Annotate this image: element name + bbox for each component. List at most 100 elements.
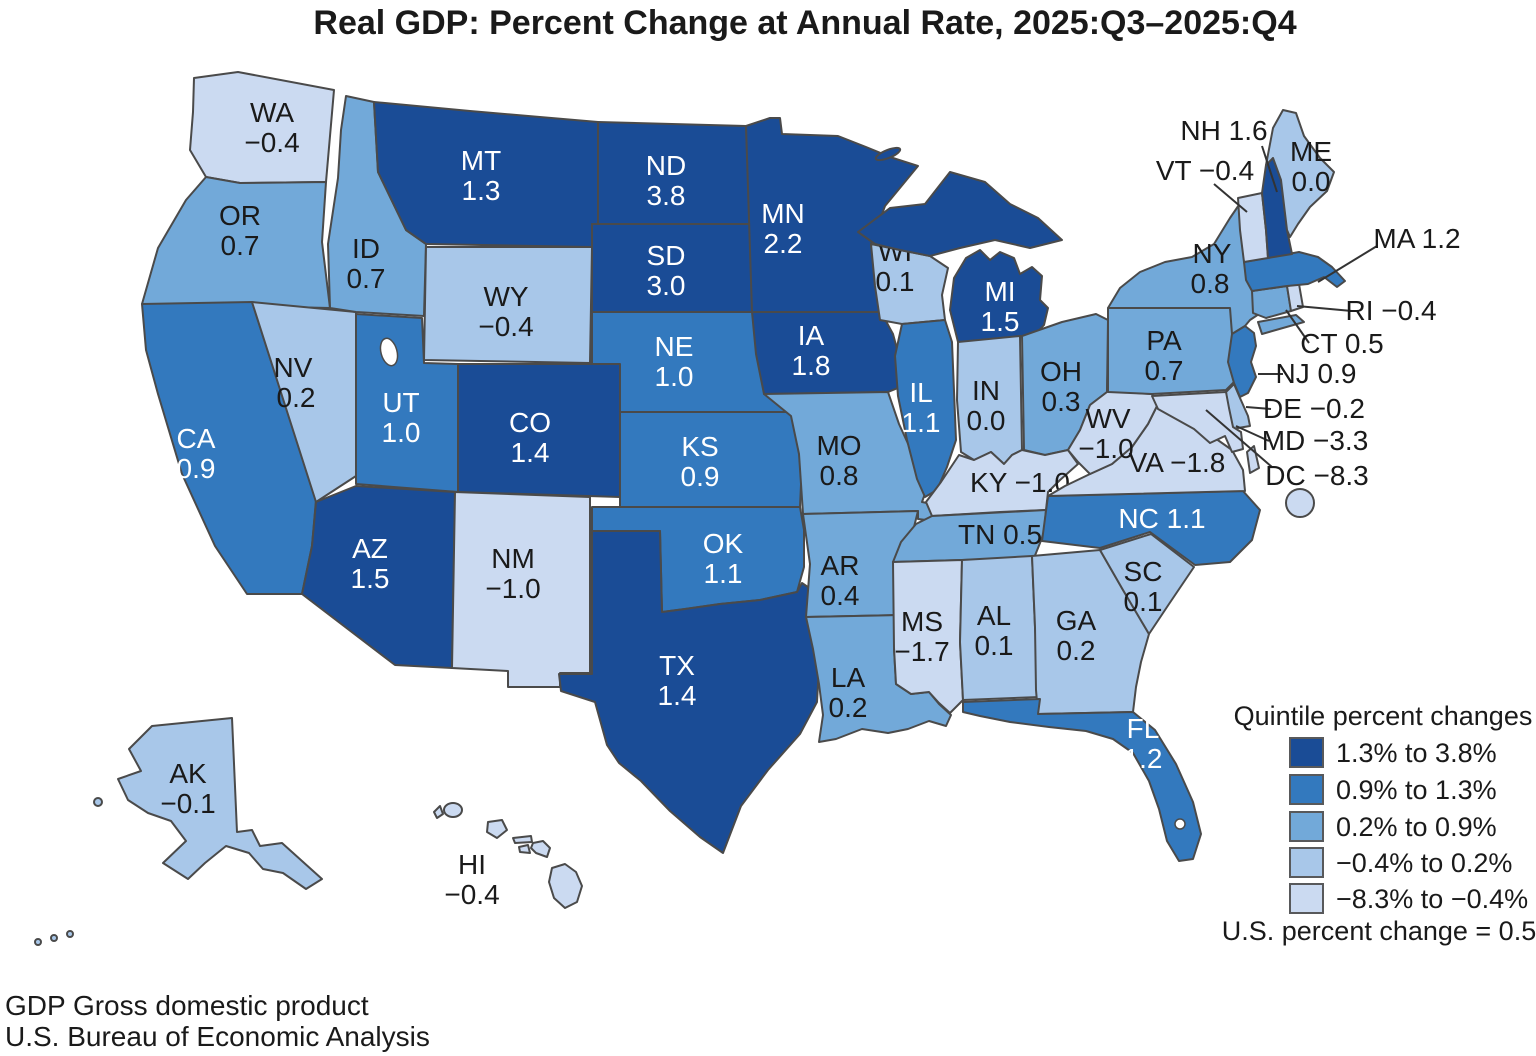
state-SC-shape [1099,533,1195,635]
state-IA-shape [751,311,904,395]
callout-line-MD [1235,425,1270,442]
callout-line-RI [1296,305,1353,312]
callout-NH: NH 1.6 [1180,115,1267,146]
callout-MA: MA 1.2 [1373,223,1460,254]
callout-RI: RI −0.4 [1345,295,1436,326]
state-MS: MS −1.7 [892,559,964,714]
state-OR: OR 0.7 [141,176,331,309]
callout-line-MA [1317,245,1378,283]
state-WY: WY −0.4 [423,246,593,364]
legend-label-q2: 0.9% to 1.3% [1336,775,1497,805]
callout-line-NH [1261,145,1278,193]
state-WA-shape [189,71,335,184]
hi-island-lanai [518,844,531,854]
ak-island [93,797,103,807]
state-PA-shape [1107,307,1243,395]
state-KS: KS 0.9 [619,411,803,508]
state-WY-shape [423,246,593,364]
state-PA: PA 0.7 [1107,307,1243,395]
state-IN: IN 0.0 [956,335,1023,465]
state-HI-abbr: HI [458,849,486,880]
state-MD-shape [1151,391,1244,453]
dc-marker-circle [1285,488,1315,518]
footer-source: U.S. Bureau of Economic Analysis [5,1021,430,1052]
state-AZ: AZ 1.5 [301,485,456,669]
legend-title: Quintile percent changes [1234,701,1533,731]
state-AK: AK −0.1 [34,717,323,946]
callout-line-DE [1245,406,1272,410]
state-NJ-shape [1227,325,1257,398]
state-IA: IA 1.8 [751,311,904,395]
legend-label-q1: 1.3% to 3.8% [1336,738,1497,768]
state-NJ [1227,325,1257,398]
legend-label-q5: −8.3% to −0.4% [1336,884,1528,914]
callout-line-DC [1205,409,1273,468]
state-NM: NM −1.0 [451,491,591,688]
callout-line-CT [1285,309,1310,344]
state-AL: AL 0.1 [959,555,1041,701]
footer: GDP Gross domestic product U.S. Bureau o… [5,990,430,1052]
state-AL-shape [959,555,1041,701]
state-NM-shape [451,491,591,688]
state-KS-shape [619,411,803,508]
state-MA [1243,251,1346,292]
legend-label-q4: −0.4% to 0.2% [1336,848,1512,878]
legend-swatch-q2 [1289,774,1324,805]
hi-island-molokai [512,835,533,844]
state-MT: MT 1.3 [373,101,599,248]
state-AK-shape [117,717,323,890]
state-MD [1151,391,1244,453]
state-ND-shape [597,121,751,225]
state-IN-shape [956,335,1023,465]
state-FL-shape [962,698,1202,862]
page-title: Real GDP: Percent Change at Annual Rate,… [313,4,1296,42]
state-IL-shape [894,319,957,498]
legend-swatch-q1 [1289,737,1324,768]
callout-VT: VT −0.4 [1156,155,1254,186]
callout-line-VT [1213,183,1248,213]
hi-island-maui [530,840,551,858]
state-MS-shape [892,559,964,714]
hi-island-oahu [486,819,508,839]
aleutian-island [66,930,74,938]
callout-labels: NH 1.6 VT −0.4 MA 1.2 RI −0.4 CT 0.5 NJ … [1156,115,1461,491]
legend: Quintile percent changes 1.3% to 3.8% 0.… [1222,701,1536,946]
state-MT-shape [373,101,599,248]
legend-us-note: U.S. percent change = 0.5% [1222,916,1536,946]
legend-swatch-q4 [1289,847,1324,878]
state-WA: WA −0.4 [189,71,335,184]
callout-DE: DE −0.2 [1263,393,1365,424]
state-OR-shape [141,176,331,309]
lake-okeechobee [1174,818,1186,830]
callout-lines [1205,145,1378,468]
state-CO-shape [457,363,621,498]
footer-gdp-note: GDP Gross domestic product [5,990,369,1021]
isle-royale [874,146,902,162]
legend-label-q3: 0.2% to 0.9% [1336,812,1497,842]
state-ME-shape [1265,109,1335,238]
state-AZ-shape [301,485,456,669]
state-ND: ND 3.8 [597,121,751,225]
state-WI-shape [870,243,949,325]
aleutian-island [34,938,42,946]
hi-island-kauai [443,802,463,818]
hi-island-hawaii [548,863,583,909]
callout-NJ: NJ 0.9 [1276,358,1357,389]
hi-island-niihau [433,805,444,819]
state-FL: FL 1.2 [962,698,1202,862]
state-SD: SD 3.0 [591,223,755,313]
great-salt-lake [379,337,399,367]
callout-CT: CT 0.5 [1300,328,1384,359]
state-HI-value: −0.4 [444,879,499,910]
callout-MD: MD −3.3 [1262,425,1369,456]
state-CO: CO 1.4 [457,363,621,498]
state-NC-shape [1041,490,1261,566]
state-SD-shape [591,223,755,313]
state-DC [1285,488,1315,518]
state-HI: HI −0.4 [433,802,583,910]
state-TX-shape [558,530,821,854]
aleutian-island [50,934,58,942]
legend-swatch-q5 [1289,883,1324,914]
callout-DC: DC −8.3 [1265,460,1369,491]
